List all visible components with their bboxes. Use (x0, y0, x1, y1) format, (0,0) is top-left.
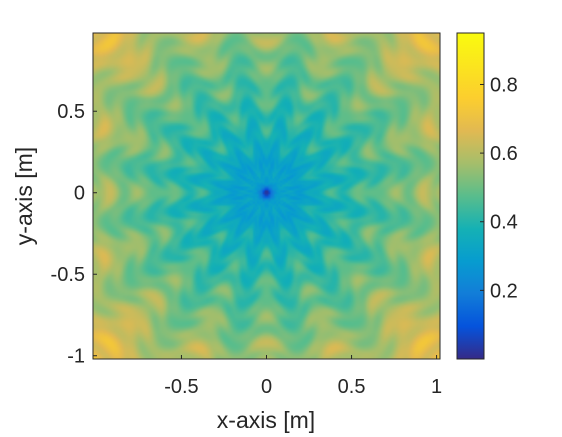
y-tick-label: 0.5 (57, 101, 85, 123)
y-tick-label: -0.5 (51, 264, 85, 286)
y-axis-label: y-axis [m] (11, 147, 37, 245)
colorbar-tick-label: 0.6 (490, 143, 518, 165)
colorbar: 0.2 0.4 0.6 0.8 (456, 32, 518, 360)
y-tick-label: -1 (67, 346, 85, 368)
x-tick-label: 1 (431, 376, 442, 398)
x-tick-label: 0.5 (338, 376, 366, 398)
colorbar-tick-label: 0.4 (490, 212, 518, 234)
y-axis-ticks: -1 -0.5 0 0.5 (51, 101, 97, 368)
colorbar-ticks: 0.2 0.4 0.6 0.8 (480, 74, 518, 302)
colorbar-tick-label: 0.2 (490, 280, 518, 302)
x-axis-label: x-axis [m] (217, 407, 315, 433)
colorbar-tick-label: 0.8 (490, 74, 518, 96)
x-tick-label: -0.5 (164, 376, 198, 398)
plot-area (92, 32, 441, 360)
x-tick-label: 0 (261, 376, 272, 398)
heatmap-image (93, 33, 440, 359)
y-tick-label: 0 (74, 183, 85, 205)
x-axis-ticks: -0.5 0 0.5 1 (164, 355, 442, 398)
colorbar-gradient (456, 32, 485, 360)
